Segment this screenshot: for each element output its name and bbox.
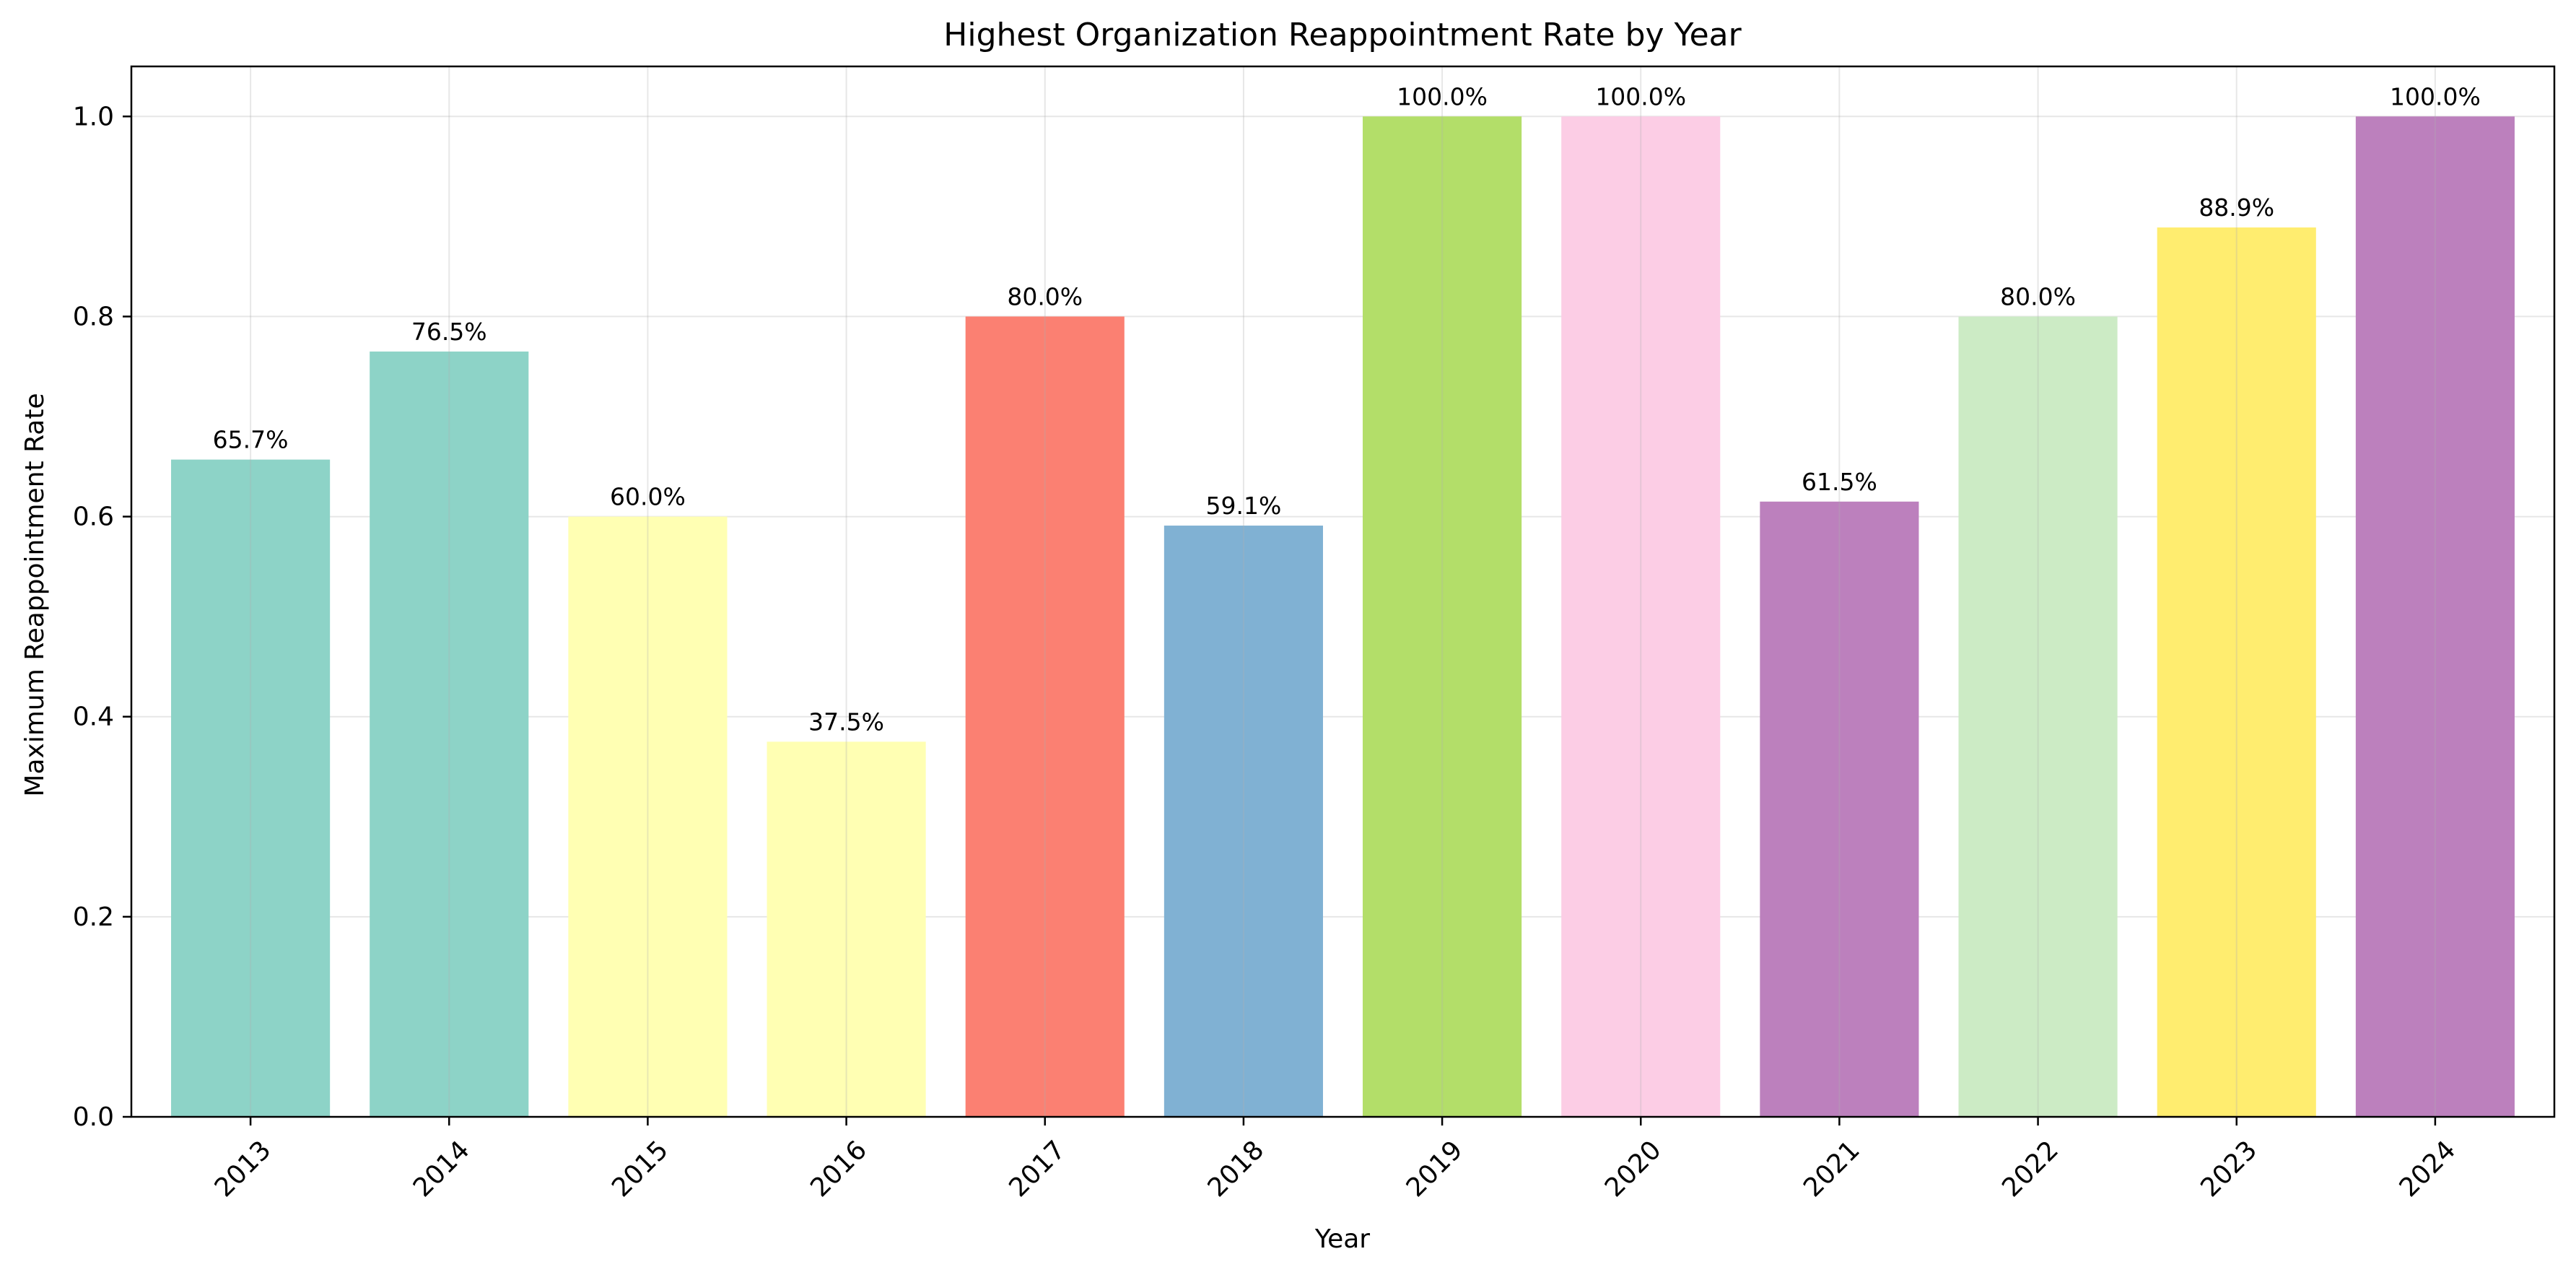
- data-label-2024: 100.0%: [2390, 82, 2481, 110]
- bar-2014: [370, 351, 529, 1117]
- data-label-2021: 61.5%: [1802, 468, 1877, 496]
- data-label-2018: 59.1%: [1205, 492, 1281, 520]
- bar-2020: [1561, 116, 1721, 1117]
- data-label-2019: 100.0%: [1397, 82, 1488, 110]
- bar-2021: [1760, 501, 1919, 1117]
- data-label-2022: 80.0%: [2000, 282, 2076, 310]
- bar-2018: [1163, 526, 1323, 1117]
- bar-2015: [568, 516, 728, 1117]
- bar-2022: [1958, 316, 2118, 1117]
- chart-title: Highest Organization Reappointment Rate …: [943, 17, 1742, 53]
- bars: [171, 116, 2515, 1118]
- data-label-2014: 76.5%: [411, 318, 487, 346]
- y-tick-label: 0.6: [73, 502, 114, 532]
- bar-2016: [767, 741, 926, 1117]
- data-label-2016: 37.5%: [808, 708, 884, 736]
- plot-frame: [130, 65, 2556, 1118]
- y-tick-label: 0.0: [73, 1102, 114, 1132]
- bar-2024: [2355, 116, 2515, 1117]
- grid-lines-front: [250, 66, 2436, 1117]
- bar-2013: [171, 459, 331, 1117]
- data-label-2015: 60.0%: [610, 483, 686, 511]
- data-label-2013: 65.7%: [213, 426, 289, 454]
- data-label-2020: 100.0%: [1595, 82, 1686, 110]
- bar-2017: [965, 316, 1125, 1117]
- bar-2019: [1363, 116, 1522, 1117]
- bar-2023: [2157, 227, 2316, 1118]
- data-label-2023: 88.9%: [2199, 193, 2274, 222]
- data-label-2017: 80.0%: [1007, 282, 1083, 310]
- data-labels: 65.7% 76.5% 60.0% 37.5% 80.0% 59.1% 100.0% 100.…: [213, 82, 2481, 736]
- y-tick-label: 0.8: [73, 302, 114, 331]
- y-axis-label: Maximum Reappointment Rate: [20, 393, 50, 796]
- x-axis-label: Year: [1314, 1224, 1370, 1254]
- y-tick-label: 0.4: [73, 702, 114, 732]
- y-tick-label: 1.0: [73, 102, 114, 131]
- y-tick-label: 0.2: [73, 902, 114, 932]
